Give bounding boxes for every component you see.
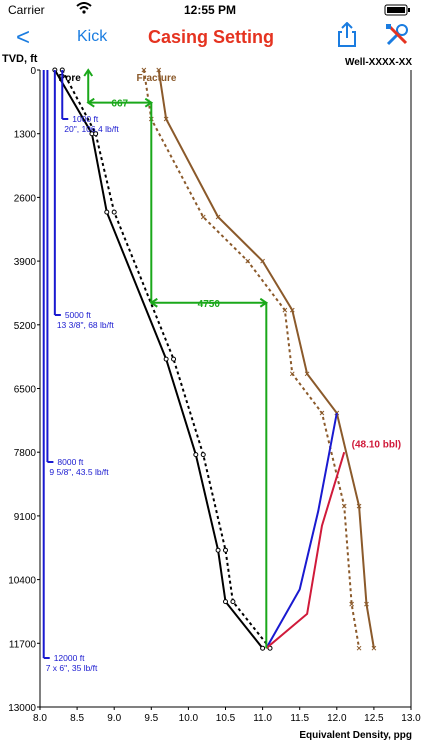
data-point xyxy=(156,67,162,73)
casing-spec-label: 20", 106.4 lb/ft xyxy=(64,124,119,134)
y-tick-label: 5200 xyxy=(14,321,37,332)
x-tick-label: 11.0 xyxy=(253,713,272,724)
x-tick-label: 12.5 xyxy=(364,713,384,724)
series-line-4 xyxy=(265,412,338,649)
y-tick-label: 6500 xyxy=(14,385,37,396)
data-point xyxy=(356,503,362,509)
wifi-icon xyxy=(76,2,92,17)
kick-button[interactable]: Kick xyxy=(77,28,108,45)
series-line-0 xyxy=(53,69,264,649)
fracture-label: Fracture xyxy=(136,73,176,84)
casing-chart: TVD, ft Well-XXXX-XX Equivalent Density,… xyxy=(2,53,421,741)
x-tick-label: 10.5 xyxy=(216,713,236,724)
chart-area: TVD, ft Well-XXXX-XX Equivalent Density,… xyxy=(0,48,422,750)
y-tick-label: 7800 xyxy=(14,448,37,459)
data-point xyxy=(356,645,362,651)
data-point xyxy=(163,356,169,362)
x-tick-label: 13.0 xyxy=(401,713,421,724)
arrow-label: 667 xyxy=(111,99,128,110)
kick-volume-label: (48.10 bbl) xyxy=(352,439,401,450)
casing-depth-label: 5000 ft xyxy=(65,310,92,320)
series-line-5 xyxy=(265,451,346,649)
y-tick-label: 2600 xyxy=(14,193,37,204)
x-tick-label: 8.5 xyxy=(70,713,84,724)
y-tick-label: 3900 xyxy=(14,257,37,268)
data-point xyxy=(163,116,169,122)
data-point xyxy=(282,307,288,313)
series-line-3 xyxy=(142,69,361,649)
battery-icon xyxy=(384,4,412,19)
data-point xyxy=(215,214,221,220)
data-point xyxy=(223,599,228,605)
x-tick-label: 10.0 xyxy=(179,713,199,724)
y-tick-label: 11700 xyxy=(9,639,37,650)
data-point xyxy=(245,258,251,264)
data-point xyxy=(93,131,99,137)
page-title: Casing Setting xyxy=(147,27,274,47)
casing-depth-label: 8000 ft xyxy=(57,457,84,467)
data-point xyxy=(111,209,117,215)
data-point xyxy=(171,356,177,362)
series-line-2 xyxy=(157,69,375,649)
well-name: Well-XXXX-XX xyxy=(345,57,412,68)
x-axis-label: Equivalent Density, ppg xyxy=(299,730,412,741)
casing-spec-label: 13 3/8", 68 lb/ft xyxy=(57,320,115,330)
casing-spec-label: 9 5/8", 43.5 lb/ft xyxy=(49,467,109,477)
data-point xyxy=(193,452,199,458)
x-tick-label: 12.0 xyxy=(327,713,347,724)
wrench-screwdriver-icon[interactable] xyxy=(384,22,410,53)
y-tick-label: 1300 xyxy=(14,130,37,141)
data-point xyxy=(223,547,228,553)
series-line-1 xyxy=(61,69,271,649)
data-point xyxy=(104,209,110,215)
y-tick-label: 10400 xyxy=(8,576,36,587)
green-arrow-up-1 xyxy=(83,68,94,77)
status-bar: Carrier 12:55 PM xyxy=(0,0,422,20)
back-button[interactable]: < xyxy=(16,24,31,51)
data-point xyxy=(200,214,206,220)
x-tick-label: 11.5 xyxy=(290,713,309,724)
casing-depth-label: 1000 ft xyxy=(72,114,99,124)
data-point xyxy=(364,601,369,607)
data-point xyxy=(319,410,325,416)
data-point xyxy=(260,645,266,651)
carrier-label: Carrier xyxy=(8,3,45,17)
data-point xyxy=(349,601,354,607)
navigation-bar: < Kick Casing Setting xyxy=(0,20,422,56)
tvd-axis-label: TVD, ft xyxy=(2,53,38,65)
y-tick-label: 0 xyxy=(30,66,36,77)
data-point xyxy=(289,307,295,313)
data-point xyxy=(371,645,377,651)
y-tick-label: 13000 xyxy=(8,703,36,714)
arrow-label: 4750 xyxy=(198,299,221,310)
x-tick-label: 9.5 xyxy=(144,713,158,724)
data-point xyxy=(215,547,221,553)
x-tick-label: 9.0 xyxy=(107,713,121,724)
data-point xyxy=(230,599,236,605)
data-point xyxy=(289,371,295,377)
x-tick-label: 8.0 xyxy=(33,713,47,724)
data-point xyxy=(304,371,310,377)
data-point xyxy=(200,452,206,458)
data-point xyxy=(260,258,265,264)
time-label: 12:55 PM xyxy=(184,3,237,17)
y-tick-label: 9100 xyxy=(14,512,37,523)
casing-depth-label: 12000 ft xyxy=(54,653,85,663)
pore-label: Pore xyxy=(59,73,82,84)
casing-spec-label: 7 x 6", 35 lb/ft xyxy=(46,663,98,673)
data-point xyxy=(141,67,147,73)
data-point xyxy=(341,503,347,509)
share-icon[interactable] xyxy=(335,21,359,53)
